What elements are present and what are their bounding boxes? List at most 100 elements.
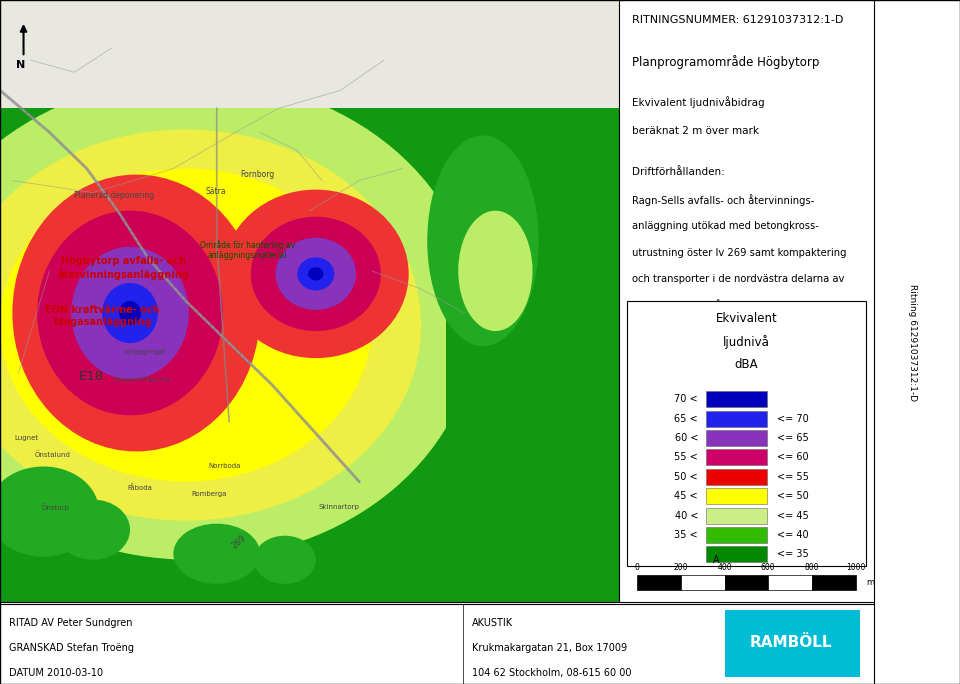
Text: dBA: dBA: [734, 358, 758, 371]
Ellipse shape: [56, 499, 130, 560]
Text: RITNINGSNUMMER: 61291037312:1-D: RITNINGSNUMMER: 61291037312:1-D: [632, 15, 843, 25]
Bar: [706, 410, 767, 427]
Text: Lugnet: Lugnet: [14, 434, 38, 440]
Text: GRANSKAD Stefan Troëng: GRANSKAD Stefan Troëng: [9, 643, 133, 653]
Text: <= 55: <= 55: [777, 472, 809, 482]
Text: RITAD AV Peter Sundgren: RITAD AV Peter Sundgren: [9, 618, 132, 629]
Text: kylaggregat: kylaggregat: [125, 349, 166, 355]
Text: <= 60: <= 60: [777, 452, 808, 462]
Text: Fåboda: Fåboda: [127, 484, 152, 491]
Text: verksamhetsområdet.: verksamhetsområdet.: [632, 301, 742, 311]
Text: Planerad deponering: Planerad deponering: [75, 191, 155, 200]
Ellipse shape: [174, 524, 260, 584]
Text: <= 45: <= 45: [777, 510, 808, 521]
Bar: [706, 547, 767, 562]
Ellipse shape: [223, 189, 409, 358]
Bar: [725, 575, 768, 590]
Text: Ritning 61291037312:1-D: Ritning 61291037312:1-D: [908, 283, 917, 401]
Ellipse shape: [276, 238, 356, 310]
Bar: [725, 610, 860, 677]
Bar: [706, 508, 767, 523]
Text: Planprogramområde Högbytorp: Planprogramområde Högbytorp: [632, 55, 819, 70]
Text: 50 <: 50 <: [675, 472, 698, 482]
Text: A: A: [712, 555, 719, 565]
Text: ljudnivå: ljudnivå: [723, 334, 770, 349]
Text: Önstorp: Önstorp: [42, 503, 70, 511]
Text: Krukmakargatan 21, Box 17009: Krukmakargatan 21, Box 17009: [471, 643, 627, 653]
Text: 400: 400: [717, 563, 732, 572]
Text: E18: E18: [79, 369, 105, 383]
Text: <= 50: <= 50: [777, 491, 808, 501]
Text: <= 70: <= 70: [777, 414, 808, 423]
Ellipse shape: [0, 129, 421, 521]
Ellipse shape: [119, 301, 141, 325]
Text: Romberga: Romberga: [192, 490, 227, 497]
Text: enl. alt A.: enl. alt A.: [632, 354, 680, 364]
Ellipse shape: [0, 168, 372, 482]
Bar: [706, 449, 767, 465]
Ellipse shape: [251, 217, 381, 331]
Ellipse shape: [458, 211, 533, 331]
Bar: [0, 0, 619, 108]
Ellipse shape: [0, 78, 477, 560]
Text: 70 <: 70 <: [675, 394, 698, 404]
Text: Skinnartorp: Skinnartorp: [319, 504, 360, 510]
Text: Biogasanläggning: Biogasanläggning: [113, 377, 169, 382]
Text: RAMBÖLL: RAMBÖLL: [750, 635, 832, 650]
Text: <= 35: <= 35: [777, 549, 808, 560]
Text: Högbytorp avfalls- och
återvinningsanläggning: Högbytorp avfalls- och återvinningsanläg…: [58, 256, 190, 280]
Ellipse shape: [12, 174, 260, 451]
Bar: [706, 469, 767, 485]
Text: och transporter i de nordvästra delarna av: och transporter i de nordvästra delarna …: [632, 274, 844, 284]
Text: Sätra: Sätra: [205, 187, 226, 196]
Bar: [706, 391, 767, 407]
Text: EON kraftvärme- och
biogasanläggning: EON kraftvärme- och biogasanläggning: [45, 305, 159, 327]
Bar: [768, 575, 812, 590]
Text: 35 <: 35 <: [675, 530, 698, 540]
Ellipse shape: [71, 247, 189, 379]
Ellipse shape: [102, 283, 157, 343]
Text: DATUM 2010-03-10: DATUM 2010-03-10: [9, 668, 103, 678]
Ellipse shape: [253, 536, 316, 584]
Bar: [812, 575, 855, 590]
Text: Ekvivalent: Ekvivalent: [715, 312, 778, 325]
Text: EONs kraftvärme- och biogasanläggning: EONs kraftvärme- och biogasanläggning: [632, 327, 834, 337]
Bar: [706, 488, 767, 504]
Bar: [681, 575, 725, 590]
Text: Område för hantering av
anläggningsmaterial: Område för hantering av anläggningsmater…: [200, 239, 296, 260]
Text: <= 65: <= 65: [777, 433, 808, 443]
Text: Önstalund: Önstalund: [35, 451, 71, 458]
Text: utrustning öster lv 269 samt kompaktering: utrustning öster lv 269 samt kompakterin…: [632, 248, 847, 258]
Ellipse shape: [427, 135, 539, 346]
Text: anläggning utökad med betongkross-: anläggning utökad med betongkross-: [632, 221, 819, 231]
Text: AKUSTIK: AKUSTIK: [471, 618, 513, 629]
Text: 45 <: 45 <: [675, 491, 698, 501]
Text: 269: 269: [229, 534, 248, 550]
Text: 1000: 1000: [846, 563, 866, 572]
Text: 40 <: 40 <: [675, 510, 698, 521]
Text: Driftförhållanden:: Driftförhållanden:: [632, 167, 725, 176]
Bar: [706, 527, 767, 543]
Text: Norrboda: Norrboda: [208, 464, 240, 469]
Text: 60 <: 60 <: [675, 433, 698, 443]
Bar: [445, 0, 619, 602]
Ellipse shape: [0, 466, 99, 557]
Text: 800: 800: [804, 563, 819, 572]
Text: 104 62 Stockholm, 08-615 60 00: 104 62 Stockholm, 08-615 60 00: [471, 668, 632, 678]
Ellipse shape: [308, 267, 324, 280]
Bar: [627, 301, 866, 566]
Text: m: m: [866, 578, 875, 587]
Text: <= 40: <= 40: [777, 530, 808, 540]
Text: 200: 200: [674, 563, 688, 572]
Text: 65 <: 65 <: [675, 414, 698, 423]
Text: Ragn-Sells avfalls- och återvinnings-: Ragn-Sells avfalls- och återvinnings-: [632, 194, 814, 207]
Text: 600: 600: [761, 563, 776, 572]
Ellipse shape: [298, 257, 334, 291]
Text: Fornborg: Fornborg: [240, 170, 275, 179]
Text: N: N: [15, 60, 25, 70]
Bar: [637, 575, 681, 590]
Ellipse shape: [37, 211, 223, 415]
Text: beräknat 2 m över mark: beräknat 2 m över mark: [632, 127, 759, 136]
Bar: [706, 430, 767, 446]
Text: Ekvivalent ljudnivåbidrag: Ekvivalent ljudnivåbidrag: [632, 96, 764, 108]
